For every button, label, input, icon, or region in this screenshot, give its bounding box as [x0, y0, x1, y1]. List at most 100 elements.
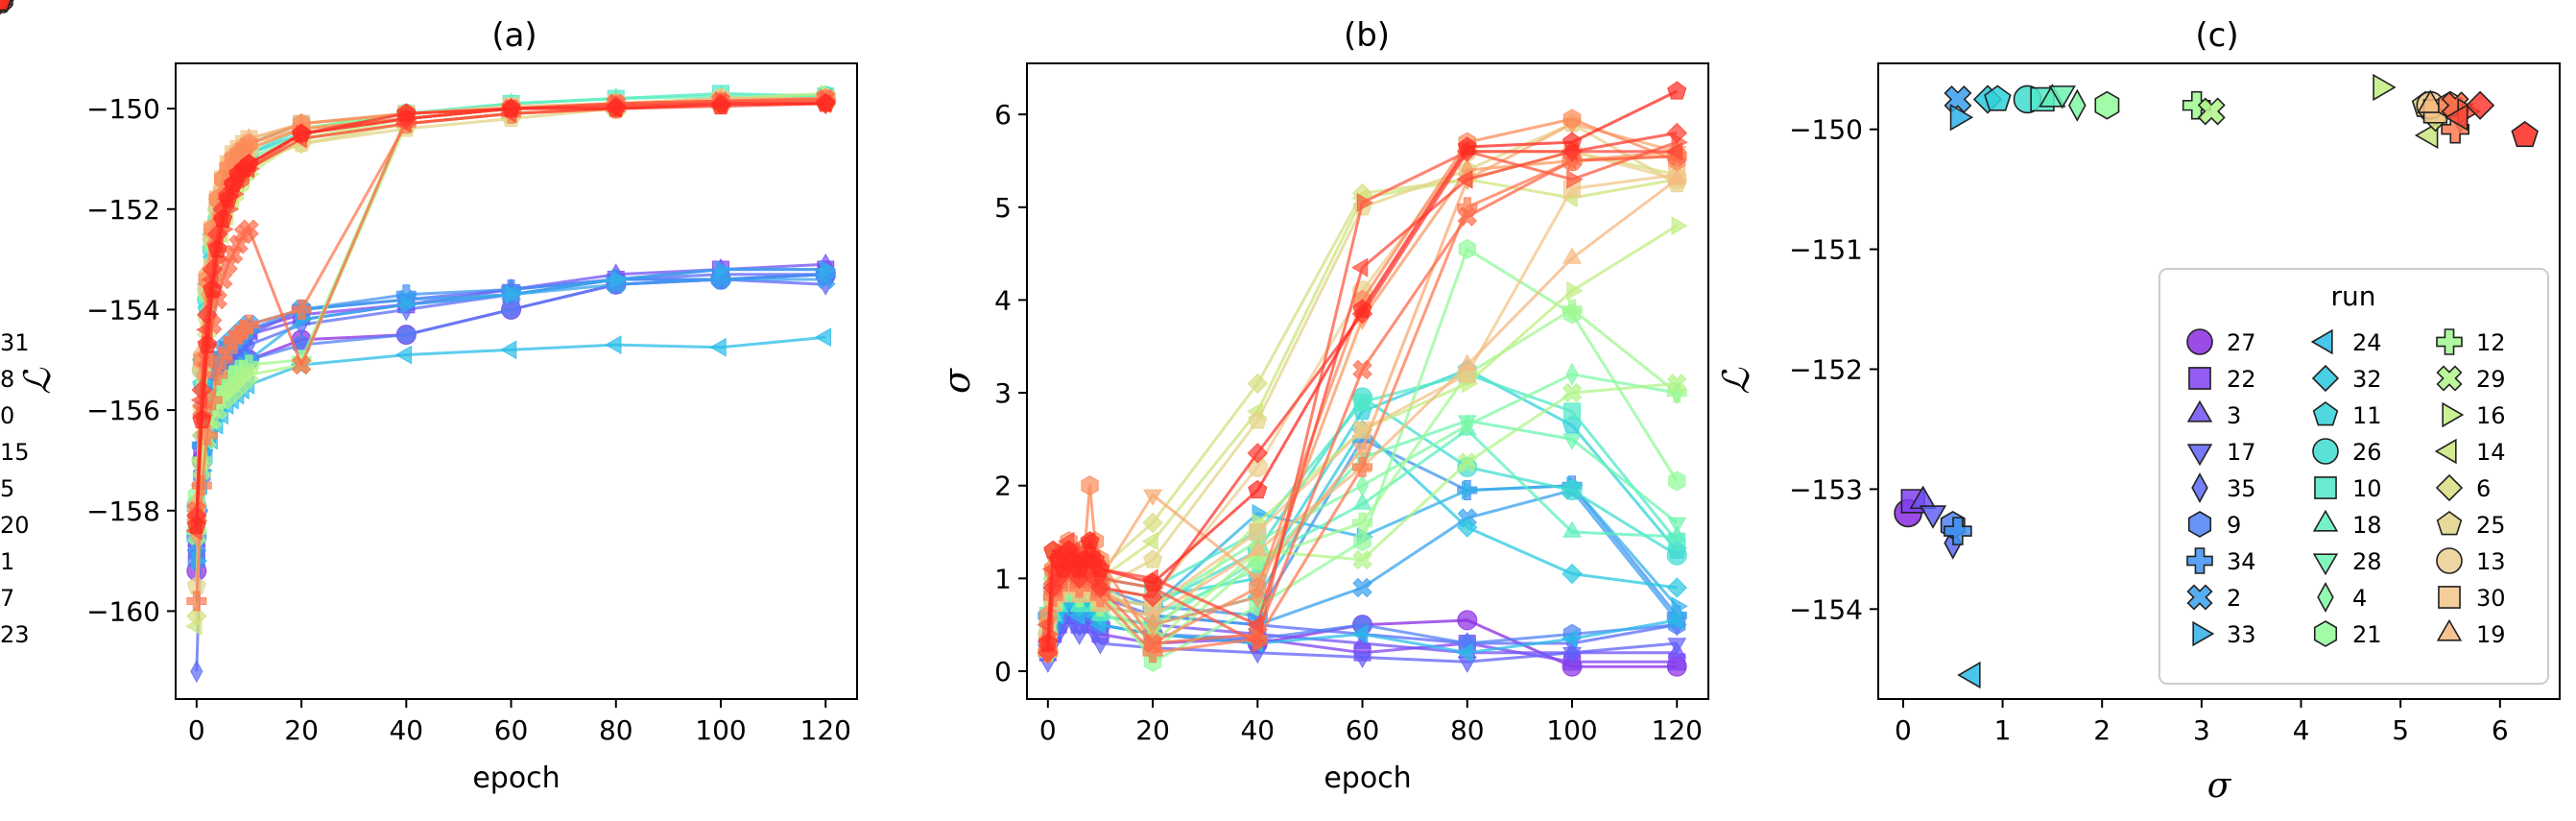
- panel-a-point-run-15: [238, 314, 259, 335]
- legend-marker-run-28: [2312, 553, 2339, 576]
- legend-label-run-8: 8: [0, 366, 14, 393]
- panel-c-point-run-7: [2465, 90, 2495, 120]
- legend-marker-run-10: [2314, 476, 2337, 499]
- panel-c-xtick-label: 2: [2093, 714, 2111, 746]
- panel-b-ytick-label: 5: [994, 192, 1012, 224]
- panel-a-ytick-label: −154: [86, 294, 160, 326]
- panel-a-point-run-7: [197, 303, 218, 326]
- panel-c-point-run-24: [1957, 661, 1981, 689]
- panel-a-point-run-23: [218, 188, 238, 207]
- panel-a-point-run-33: [715, 259, 732, 279]
- panel-b: (b) 0 20 40 60 80 100 120 0 1 2 3 4 5 6 epoch σ: [936, 16, 1709, 795]
- panel-b-ytick-label: 3: [994, 377, 1012, 409]
- panel-b-point-run-21: [1668, 471, 1686, 492]
- panel-b-point-run-24: [1351, 624, 1369, 644]
- legend-label-run-23: 23: [0, 621, 30, 648]
- panel-a-point-run-15: [197, 424, 218, 446]
- legend-label-run-6: 6: [2476, 475, 2491, 502]
- panel-a-xtick-label: 80: [599, 714, 633, 746]
- panel-a-point-run-23: [501, 98, 521, 117]
- panel-b-point-run-16: [1671, 216, 1688, 236]
- panel-c-point-run-28: [2048, 85, 2076, 109]
- panel-b-point-run-24: [1456, 642, 1473, 663]
- legend-label-run-9: 9: [2227, 512, 2241, 539]
- panel-b-xtick-label: 120: [1652, 714, 1703, 746]
- panel-c-ticks: 0 1 2 3 4 5 6−154−153−152−151−150: [1789, 114, 2509, 746]
- panel-a-xtick-label: 100: [695, 714, 746, 746]
- panel-b-point-run-15: [1352, 456, 1373, 477]
- panel-b-point-run-7: [1666, 122, 1687, 144]
- legend-marker-run-19: [2436, 618, 2463, 641]
- panel-b-point-run-10: [1563, 402, 1581, 421]
- panel-c: (c) 0 1 2 3 4 5 6−154−153−152−151−150 σ ℒ run …: [0, 0, 2561, 806]
- panel-b-ytick-label: 2: [994, 471, 1012, 502]
- panel-c-point-run-16: [2373, 73, 2397, 102]
- legend-label-run-2: 2: [2227, 585, 2241, 612]
- panel-a-ytick-label: −156: [86, 395, 160, 426]
- legend-label-run-24: 24: [2352, 329, 2382, 356]
- panel-b-point-run-33: [1671, 596, 1688, 616]
- panel-b-point-run-28: [1562, 433, 1582, 450]
- panel-a-point-run-23: [239, 154, 259, 173]
- legend-label-run-18: 18: [2352, 512, 2382, 539]
- panel-b-point-run-23: [1142, 572, 1163, 592]
- legend-marker-run-2: [2186, 584, 2213, 611]
- panel-a-xtick-label: 120: [800, 714, 851, 746]
- panel-b-point-run-5: [1352, 359, 1372, 380]
- panel-c-point-run-29: [2197, 97, 2226, 126]
- panel-b-point-run-1: [1665, 141, 1682, 161]
- panel-b-xtick-label: 0: [1039, 714, 1057, 746]
- legend-marker-run-32: [2311, 364, 2340, 393]
- panel-a-point-run-6: [186, 605, 207, 627]
- panel-b-point-run-32: [1562, 563, 1583, 585]
- panel-c-ytick-label: −154: [1789, 593, 1863, 625]
- legend-label-run-16: 16: [2476, 402, 2506, 429]
- panel-a-point-run-24: [394, 345, 413, 365]
- panel-a-point-run-15: [291, 299, 312, 320]
- legend-marker-run-27: [2186, 328, 2213, 355]
- panel-a-point-run-5: [291, 354, 312, 375]
- panel-b-point-run-32: [1457, 517, 1478, 538]
- panel-b-xtick-label: 20: [1135, 714, 1170, 746]
- legend-label-run-27: 27: [2227, 329, 2256, 356]
- panel-b-ytick-label: 6: [994, 99, 1012, 131]
- legend-title: run: [2330, 280, 2375, 312]
- panel-a-xtick-label: 60: [494, 714, 529, 746]
- panel-c-point-run-34: [1944, 517, 1972, 545]
- legend-marker-run-12: [2436, 328, 2463, 355]
- panel-b-ytick-label: 4: [994, 284, 1012, 316]
- panel-c-xtick-label: 6: [2492, 714, 2509, 746]
- legend-label-run-1: 1: [0, 548, 14, 575]
- panel-b-point-run-23: [1457, 136, 1477, 156]
- panel-c-frame: [1877, 62, 2561, 700]
- panel-b-point-run-0: [1081, 475, 1099, 496]
- panel-b-point-run-4: [1355, 473, 1370, 497]
- panel-b-ytick-label: 0: [994, 656, 1012, 688]
- panel-a-point-run-23: [197, 334, 217, 353]
- legend-marker-run-22: [2188, 367, 2211, 390]
- panel-a-ytick-label: −150: [86, 93, 160, 125]
- panel-c-point-run-23: [2511, 120, 2539, 148]
- panel-b-point-run-12: [1352, 512, 1373, 533]
- legend-marker-run-4: [2317, 582, 2334, 613]
- panel-b-point-run-31: [1352, 443, 1372, 460]
- panel-b-point-run-20: [1356, 193, 1374, 212]
- legend-marker-run-33: [2192, 620, 2215, 647]
- panel-c-ytick-label: −150: [1789, 114, 1863, 146]
- panel-b-point-run-17: [1667, 638, 1687, 655]
- panel-c-xtick-label: 5: [2392, 714, 2409, 746]
- panel-b-point-run-7: [1089, 577, 1111, 598]
- panel-b-point-run-17: [1090, 638, 1110, 655]
- panel-b-point-run-24: [1561, 629, 1578, 649]
- legend-label-run-25: 25: [2476, 512, 2506, 539]
- legend-marker-run-30: [2438, 586, 2461, 609]
- panel-b-ytick-label: 1: [994, 563, 1012, 594]
- panel-b-point-run-19: [1562, 247, 1582, 264]
- panel-b-point-run-23: [1038, 633, 1058, 652]
- legend-marker-run-3: [2186, 399, 2213, 423]
- legend-label-run-10: 10: [2352, 475, 2382, 502]
- panel-a-plot: [185, 84, 837, 684]
- panel-a-point-run-23: [186, 515, 206, 535]
- panel-c-title: (c): [2195, 16, 2238, 55]
- panel-b-point-run-14: [1141, 531, 1158, 551]
